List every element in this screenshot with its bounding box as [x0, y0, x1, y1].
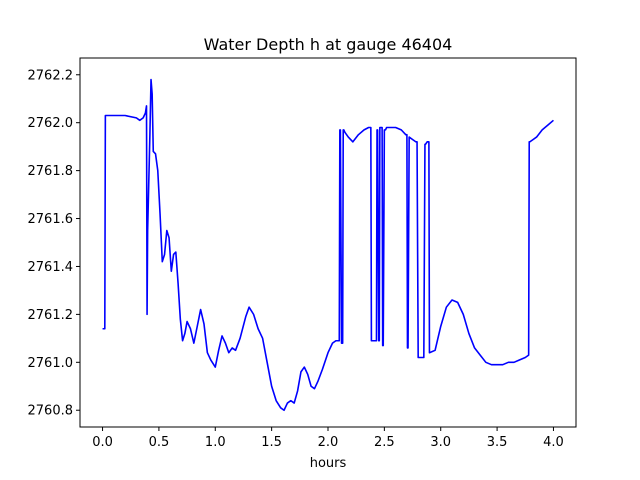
series-line-0: [102, 78, 554, 412]
y-tick-label: 2762.2: [28, 68, 74, 83]
chart-title: Water Depth h at gauge 46404: [204, 35, 453, 54]
y-axis: 2760.8 2761.0 2761.2 2761.4 2761.6 2761.8 2762…: [28, 68, 80, 419]
y-tick-label: 2761.2: [28, 308, 74, 323]
x-tick-label: 3.0: [430, 435, 451, 450]
y-tick-label: 2761.8: [28, 164, 74, 179]
x-tick-label: 2.0: [318, 435, 339, 450]
y-tick-label: 2760.8: [28, 404, 74, 419]
x-tick-label: 1.5: [261, 435, 282, 450]
x-tick-label: 0.5: [149, 435, 170, 450]
y-tick-label: 2761.0: [28, 356, 74, 371]
x-tick-label: 3.5: [487, 435, 508, 450]
y-tick-label: 2761.4: [28, 260, 74, 275]
x-tick-label: 4.0: [543, 435, 564, 450]
x-axis-label: hours: [310, 456, 347, 471]
x-axis: 0.0 0.5 1.0 1.5 2.0 2.5 3.0 3.5 4.0: [92, 427, 564, 450]
y-tick-label: 2762.0: [28, 116, 74, 131]
x-tick-label: 1.0: [205, 435, 226, 450]
x-tick-label: 0.0: [92, 435, 113, 450]
x-tick-label: 2.5: [374, 435, 395, 450]
y-tick-label: 2761.6: [28, 212, 74, 227]
